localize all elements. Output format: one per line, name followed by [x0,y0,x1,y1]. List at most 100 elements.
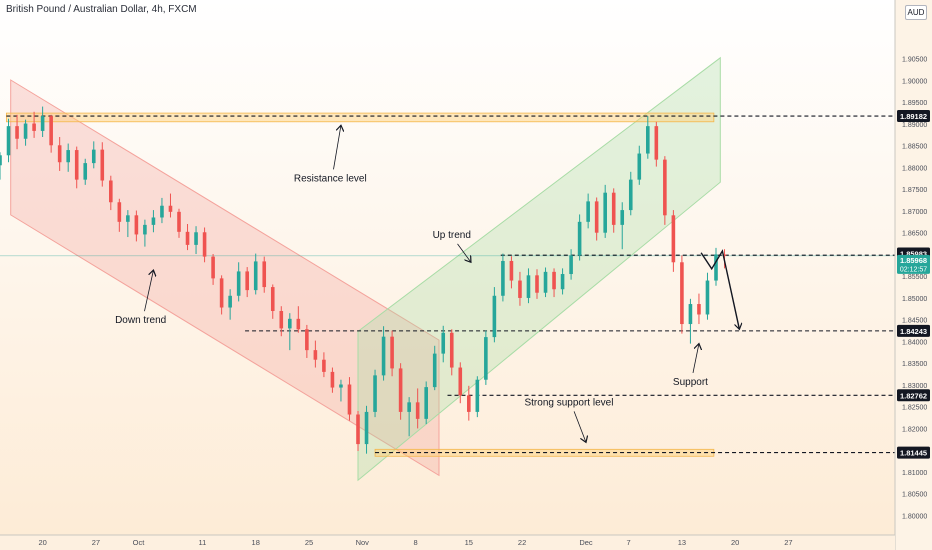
candle[interactable] [100,142,105,187]
candle[interactable] [236,262,241,302]
candle[interactable] [637,145,642,185]
candle[interactable] [620,202,625,250]
candle[interactable] [245,267,249,298]
candle[interactable] [83,158,88,185]
price-badge[interactable]: 1.82762 [897,389,930,402]
annotation[interactable]: Up trend [433,230,471,262]
candle[interactable] [279,306,284,337]
candle[interactable] [381,326,386,381]
candle[interactable] [663,156,667,225]
candle[interactable] [15,114,19,150]
candle[interactable] [117,198,122,232]
currency-button[interactable]: AUD [905,5,927,20]
candle[interactable] [305,324,309,358]
candle[interactable] [628,171,633,216]
candle[interactable] [288,313,292,351]
price-badge[interactable]: 1.81445 [897,446,930,459]
candle[interactable] [109,175,113,211]
candle[interactable] [611,188,616,233]
resistance-band[interactable] [5,112,715,123]
candle[interactable] [262,256,267,293]
candle[interactable] [313,340,318,368]
candle[interactable] [415,388,420,429]
price-badge[interactable]: 1.89182 [897,110,930,123]
candle[interactable] [134,210,139,242]
candle[interactable] [688,298,693,344]
time-axis[interactable]: 20 27 Oct 11 18 25 Nov 8 15 22 Dec 7 13 20 27 [38,538,792,547]
candle[interactable] [475,376,480,418]
candle[interactable] [296,306,301,333]
candle[interactable] [32,111,36,138]
candle[interactable] [484,330,488,385]
candle[interactable] [441,325,446,363]
candle[interactable] [6,118,11,163]
candle[interactable] [543,267,548,298]
candle[interactable] [0,152,2,180]
candle[interactable] [253,253,258,295]
candle[interactable] [552,268,556,298]
annotation[interactable]: Down trend [115,270,166,326]
candle[interactable] [364,405,369,454]
candle[interactable] [458,362,463,404]
candle[interactable] [432,345,437,391]
candle[interactable] [373,369,377,418]
candle[interactable] [74,146,79,189]
candle[interactable] [177,208,181,238]
candle[interactable] [347,377,352,421]
annotation[interactable]: Support [673,344,708,388]
candle[interactable] [654,121,659,167]
candle[interactable] [535,269,539,299]
candle[interactable] [322,352,326,378]
candle[interactable] [398,363,403,420]
candle[interactable] [594,197,599,241]
candle[interactable] [467,385,471,421]
annotation[interactable]: Resistance level [294,125,367,184]
candle[interactable] [40,106,45,138]
candle[interactable] [330,367,335,393]
candle[interactable] [23,119,28,146]
candle[interactable] [339,379,343,402]
candle[interactable] [705,272,710,320]
candle[interactable] [646,116,650,159]
candle[interactable] [424,381,428,425]
candle[interactable] [492,287,497,343]
candle[interactable] [151,210,156,233]
candle[interactable] [66,143,70,172]
candle[interactable] [211,254,215,285]
candle[interactable] [449,329,454,376]
candle[interactable] [586,193,590,229]
candle[interactable] [219,275,224,315]
candle[interactable] [509,256,514,289]
candle[interactable] [168,193,173,218]
candle[interactable] [501,253,505,302]
candle[interactable] [185,224,190,251]
candle[interactable] [143,219,147,247]
price-badge[interactable]: 1.84243 [897,324,930,337]
candle[interactable] [407,397,411,437]
candle[interactable] [356,411,360,452]
candle[interactable] [390,330,394,377]
candle[interactable] [57,137,62,171]
candle[interactable] [49,114,53,153]
candle[interactable] [560,268,565,295]
candle[interactable] [91,141,96,169]
candle[interactable] [569,249,573,280]
candle[interactable] [714,247,718,286]
candle[interactable] [577,214,582,261]
candle[interactable] [194,226,198,255]
projection-path[interactable] [700,249,739,329]
candle[interactable] [202,227,207,263]
candle[interactable] [160,197,164,224]
candle[interactable] [126,210,130,238]
candle[interactable] [228,289,232,320]
candle[interactable] [270,284,275,319]
candle[interactable] [680,255,684,334]
candle[interactable] [526,268,531,304]
candle[interactable] [518,271,522,306]
annotation[interactable]: Strong support level [524,397,613,442]
candle[interactable] [697,293,701,325]
candle[interactable] [603,184,607,238]
candle[interactable] [671,210,676,272]
